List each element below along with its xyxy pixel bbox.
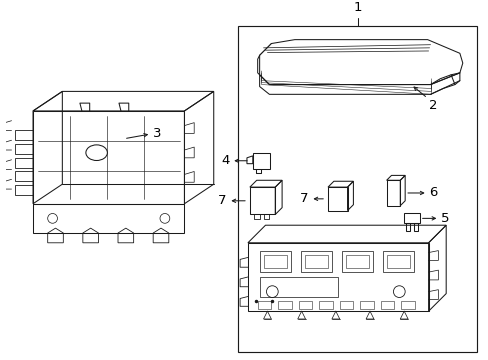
Text: 5: 5 — [440, 212, 449, 225]
Text: 2: 2 — [428, 99, 436, 112]
Text: 7: 7 — [299, 192, 308, 205]
Text: 4: 4 — [221, 154, 229, 167]
Bar — [238, 26, 476, 352]
Text: 1: 1 — [353, 1, 361, 14]
Text: 6: 6 — [429, 186, 437, 199]
Text: 7: 7 — [218, 194, 226, 207]
Text: 3: 3 — [153, 127, 162, 140]
